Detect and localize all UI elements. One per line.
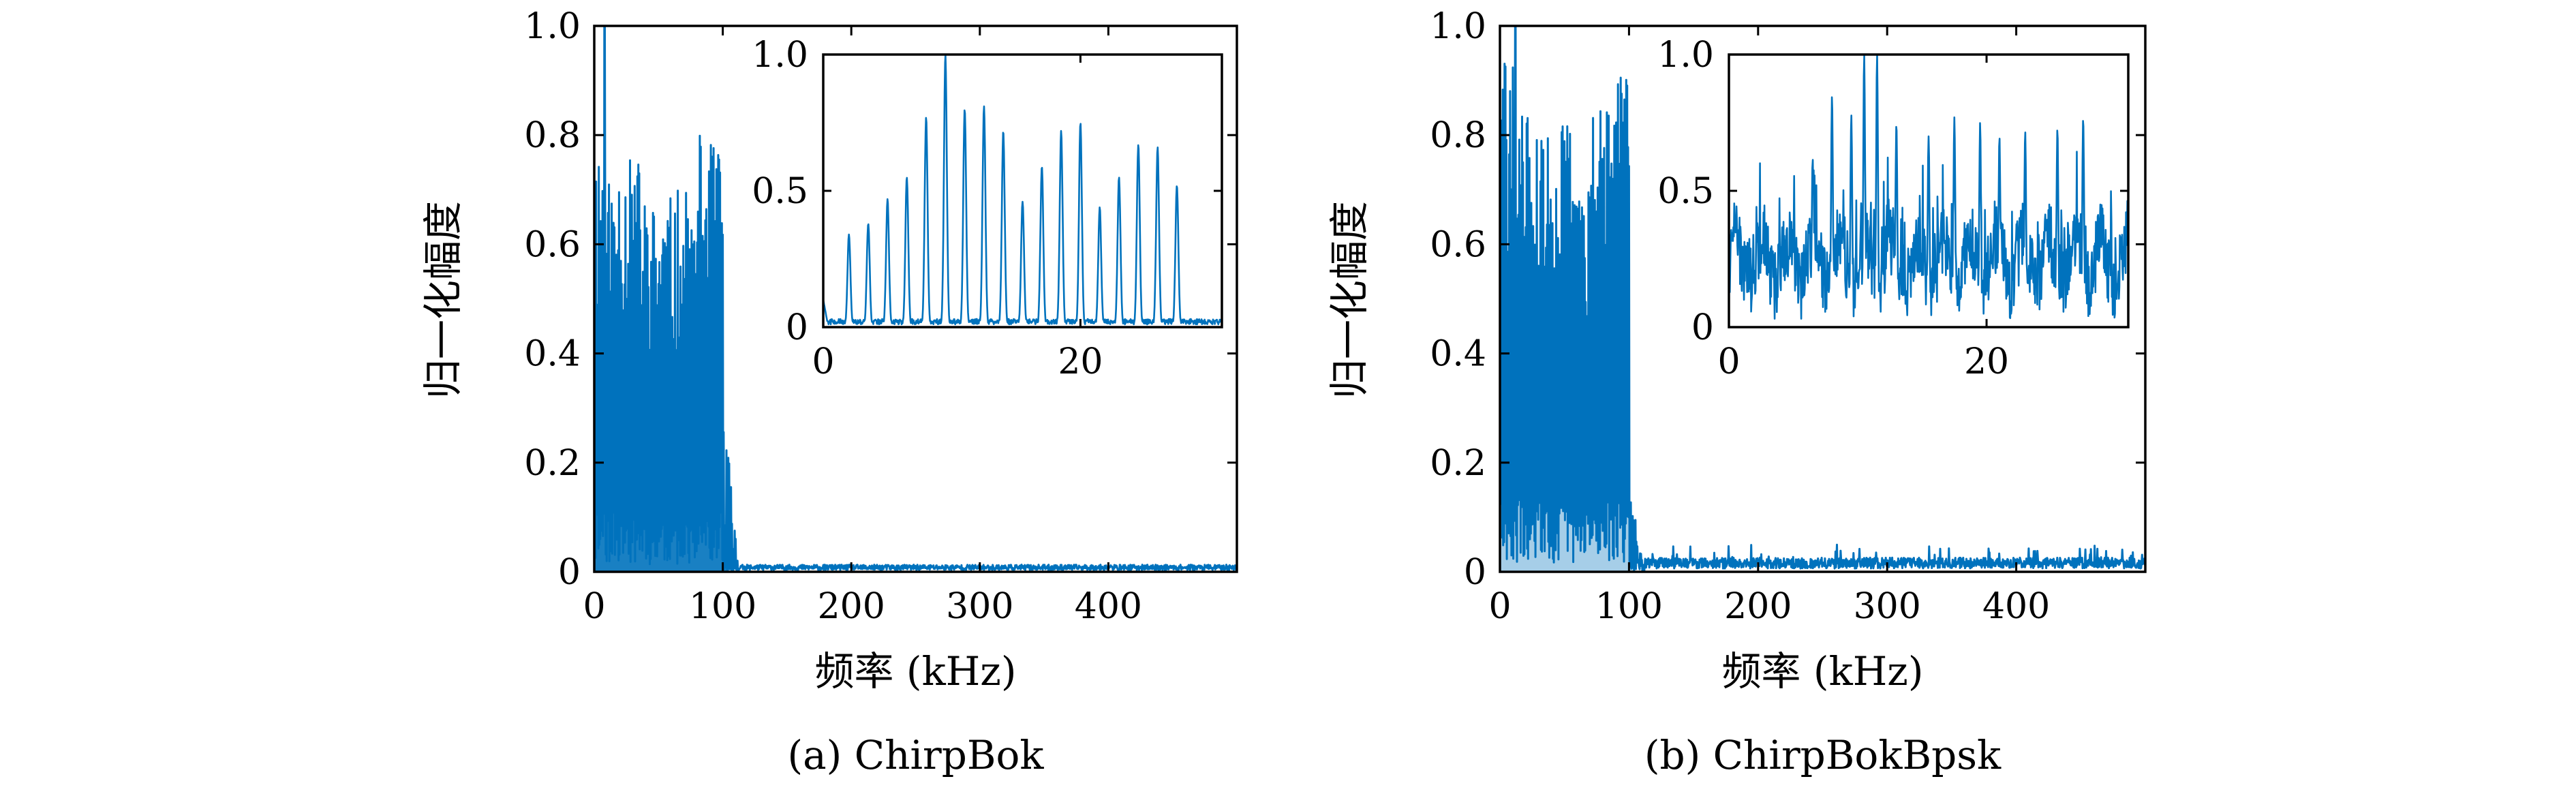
inset-x-tick-label: 0 bbox=[812, 341, 834, 382]
y-tick-label: 0.4 bbox=[524, 334, 581, 375]
inset-x-tick-label: 20 bbox=[1058, 341, 1103, 382]
y-axis-label: 归一化幅度 bbox=[420, 201, 466, 399]
y-tick-label: 0.2 bbox=[524, 443, 581, 484]
x-tick-label: 400 bbox=[1982, 586, 2050, 627]
x-tick-label: 300 bbox=[1854, 586, 1921, 627]
x-tick-label: 100 bbox=[689, 586, 756, 627]
x-axis-label: 频率 (kHz) bbox=[815, 648, 1017, 694]
inset-x-tick-label: 20 bbox=[1964, 341, 2009, 382]
spectrum-line bbox=[1499, 25, 2147, 573]
y-tick-label: 0 bbox=[558, 552, 581, 593]
inset-y-tick-label: 0 bbox=[1691, 307, 1714, 348]
inset-spectrum-line bbox=[1728, 54, 2130, 320]
inset-y-tick-label: 1.0 bbox=[752, 35, 808, 76]
inset-plot: 0 20 0 0.5 1.0 bbox=[752, 35, 1223, 382]
y-tick-label: 1.0 bbox=[524, 6, 581, 47]
y-tick-label: 0.2 bbox=[1430, 443, 1486, 484]
y-tick-label: 0.4 bbox=[1430, 334, 1486, 375]
y-tick-label: 1.0 bbox=[1430, 6, 1486, 47]
subfigure-caption: (a) ChirpBok bbox=[787, 732, 1044, 778]
y-tick-label: 0.6 bbox=[524, 224, 581, 265]
inset-y-tick-label: 0 bbox=[786, 307, 808, 348]
y-tick-label: 0.6 bbox=[1430, 224, 1486, 265]
x-tick-label: 200 bbox=[1724, 586, 1792, 627]
inset-x-tick-label: 0 bbox=[1717, 341, 1740, 382]
inset-y-tick-label: 1.0 bbox=[1657, 35, 1714, 76]
y-tick-label: 0 bbox=[1464, 552, 1486, 593]
plot-frame bbox=[1499, 25, 2147, 573]
x-axis-label: 频率 (kHz) bbox=[1722, 648, 1924, 694]
x-tick-label: 400 bbox=[1075, 586, 1142, 627]
subfigure-caption: (b) ChirpBokBpsk bbox=[1644, 732, 2002, 778]
y-axis-label: 归一化幅度 bbox=[1326, 201, 1373, 399]
spectrum-line bbox=[593, 25, 1238, 573]
x-tick-label: 0 bbox=[583, 586, 605, 627]
inset-y-tick-label: 0.5 bbox=[752, 171, 808, 212]
x-tick-label: 200 bbox=[818, 586, 885, 627]
inset-plot: 0 20 0 0.5 1.0 bbox=[1657, 35, 2130, 382]
plot-frame bbox=[593, 25, 1238, 573]
x-tick-label: 300 bbox=[946, 586, 1013, 627]
y-tick-label: 0.8 bbox=[1430, 115, 1486, 156]
inset-spectrum-line bbox=[822, 54, 1223, 326]
y-tick-label: 0.8 bbox=[524, 115, 581, 156]
x-tick-label: 100 bbox=[1595, 586, 1663, 627]
x-tick-label: 0 bbox=[1488, 586, 1511, 627]
inset-y-tick-label: 0.5 bbox=[1657, 171, 1714, 212]
inset-background bbox=[823, 55, 1222, 327]
